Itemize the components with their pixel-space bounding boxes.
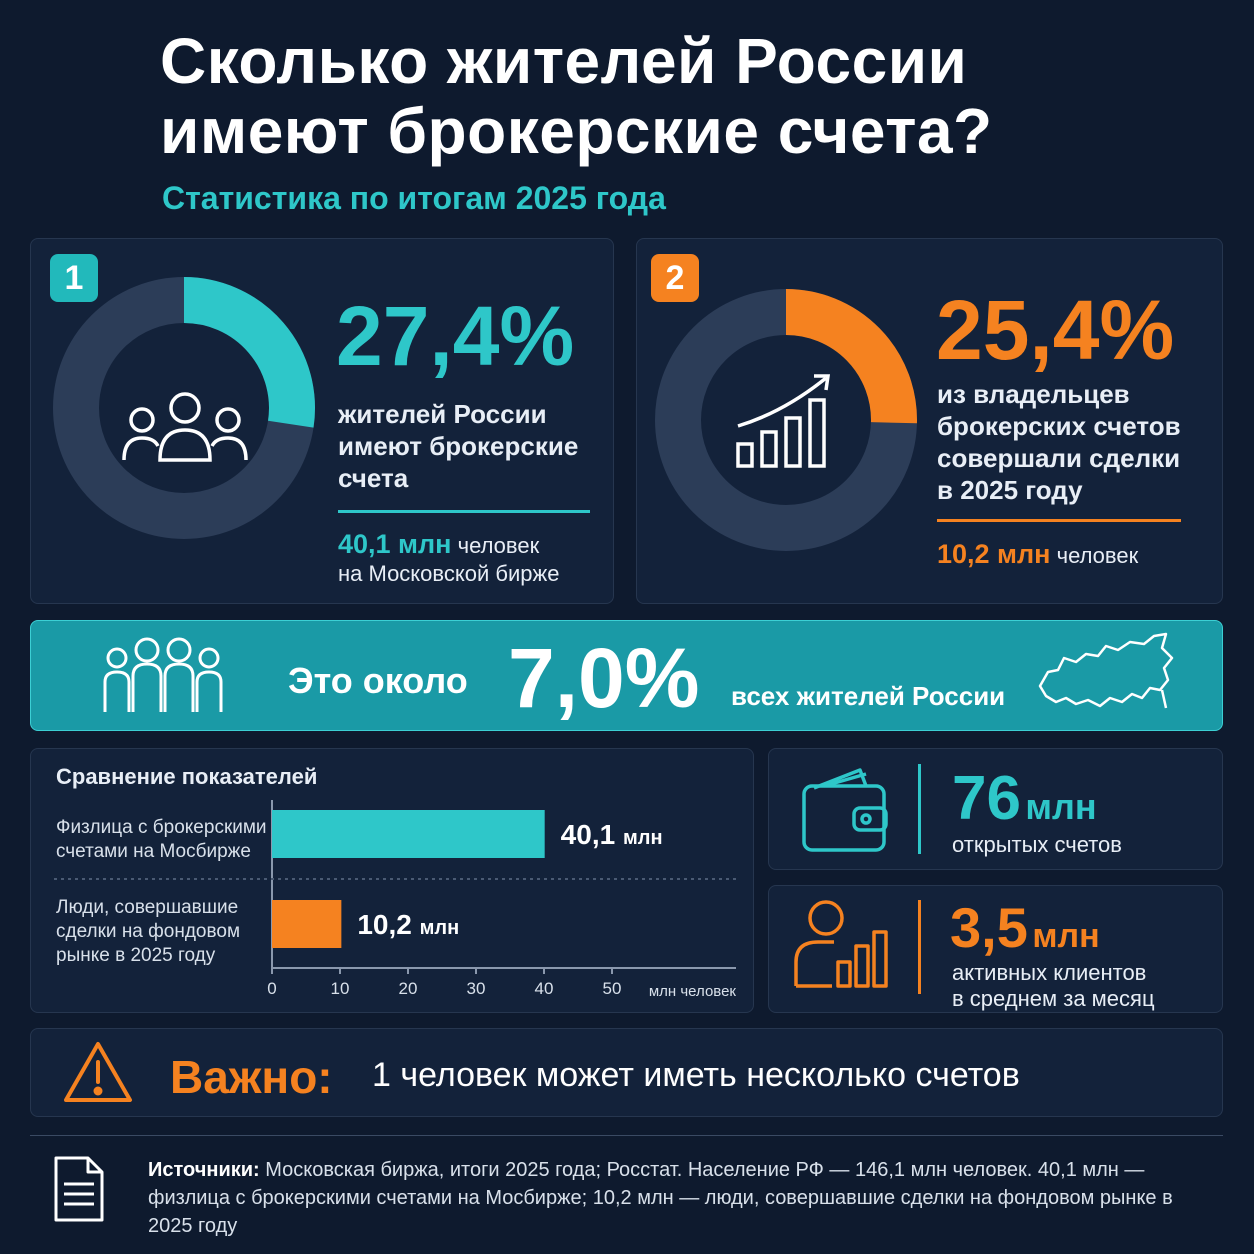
stat-2-label: активных клиентов в среднем за месяц (952, 960, 1155, 1012)
bar (272, 900, 342, 948)
population-share-banner (30, 620, 1223, 731)
page-subtitle: Статистика по итогам 2025 года (162, 180, 666, 216)
stat-1-value: 76 млн (952, 768, 1097, 830)
chart-title: Сравнение показателей (56, 764, 318, 789)
x-tick-label: 20 (399, 979, 418, 998)
bar (272, 810, 545, 858)
sources-text: Источники: Московская биржа, итоги 2025 … (148, 1156, 1208, 1240)
people-group-icon (122, 392, 248, 462)
category-label-line: сделки на фондовом (56, 921, 241, 942)
bar-value-label: 10,2 млн (357, 909, 459, 940)
stat-2-number: 3,5 (950, 896, 1028, 959)
page-title: Сколько жителей России имеют брокерские … (160, 26, 993, 166)
stat-divider (918, 764, 921, 854)
important-text: 1 человек может иметь несколько счетов (372, 1056, 1020, 1094)
card-1-percent: 27,4% (336, 289, 575, 383)
donut-value-arc (785, 289, 917, 424)
x-tick-label: 0 (267, 979, 276, 998)
category-label-2: Люди, совершавшие сделки на фондовом рын… (56, 896, 240, 968)
card-2-note-rest: человек (1056, 543, 1139, 568)
banner-suffix: всех жителей России (731, 681, 1006, 711)
card-1-note-value: 40,1 млн (338, 529, 452, 559)
crowd-icon (103, 637, 223, 712)
stat-1-label: открытых счетов (952, 832, 1122, 857)
stat-2-label-line: в среднем за месяц (952, 986, 1155, 1011)
x-tick-label: 30 (467, 979, 486, 998)
sources-label: Источники: (148, 1159, 260, 1181)
sources-body: Московская биржа, итоги 2025 года; Росст… (148, 1159, 1173, 1237)
card-2-desc-line: совершали сделки (937, 443, 1181, 473)
sources-divider (30, 1135, 1223, 1136)
card-1-note: 40,1 млн человек на Московской бирже (338, 530, 559, 588)
category-label-line: Физлица с брокерскими (56, 817, 267, 838)
card-2-description: из владельцев брокерских счетов совершал… (937, 378, 1181, 506)
card-2-desc-line: из владельцев (937, 379, 1130, 409)
card-2-desc-line: брокерских счетов (937, 411, 1181, 441)
x-axis-label: млн человек (649, 983, 737, 1000)
bar-value-label: 40,1 млн (561, 819, 663, 850)
card-2-note: 10,2 млн человек (937, 540, 1138, 570)
card-1-donut (53, 277, 315, 539)
x-tick-label: 10 (331, 979, 350, 998)
stat-2-label-line: активных клиентов (952, 960, 1147, 985)
category-label-line: рынке в 2025 году (56, 945, 216, 966)
x-tick-label: 40 (535, 979, 554, 998)
donut-value-arc (183, 277, 315, 428)
warning-icon (64, 1042, 132, 1102)
comparison-bar-chart: 0 10 20 30 40 50 млн человек 40,1 млн 10,2 млн (54, 800, 737, 1000)
x-tick-label: 50 (603, 979, 622, 998)
important-note-card (30, 1028, 1223, 1117)
card-1-desc-line: имеют брокерские (338, 431, 579, 461)
card-2-badge: 2 (651, 254, 699, 302)
card-1-divider (338, 510, 590, 513)
stat-1-unit: млн (1025, 786, 1097, 827)
card-2-note-value: 10,2 млн (937, 539, 1051, 569)
stat-card-active-clients (768, 885, 1223, 1013)
card-1-desc-line: жителей России (338, 399, 547, 429)
title-line-2: имеют брокерские счета? (160, 95, 993, 167)
banner-prefix: Это около (288, 660, 468, 701)
russia-map-icon (1038, 632, 1174, 709)
card-2-donut (655, 289, 917, 551)
category-label-1: Физлица с брокерскими счетами на Мосбирж… (56, 816, 267, 864)
card-2-percent: 25,4% (936, 283, 1175, 377)
card-active-traders (636, 238, 1223, 604)
stat-1-number: 76 (952, 764, 1021, 833)
card-1-note-rest: человек (457, 533, 540, 558)
card-2-desc-line: в 2025 году (937, 475, 1083, 505)
category-label-line: счетами на Мосбирже (56, 841, 251, 862)
banner-percent: 7,0% (508, 631, 700, 725)
card-1-badge: 1 (50, 254, 98, 302)
important-label: Важно: (170, 1051, 333, 1103)
stat-2-unit: млн (1032, 917, 1100, 955)
card-1-desc-line: счета (338, 463, 409, 493)
wallet-icon (802, 768, 888, 852)
title-line-1: Сколько жителей России (160, 25, 968, 97)
category-label-line: Люди, совершавшие (56, 897, 239, 918)
stat-2-value: 3,5 млн (950, 900, 1100, 956)
user-chart-icon (794, 900, 888, 988)
growth-chart-icon (736, 374, 831, 468)
card-2-divider (937, 519, 1181, 522)
document-icon (54, 1156, 104, 1222)
card-1-description: жителей России имеют брокерские счета (338, 398, 578, 494)
stat-divider (918, 900, 921, 994)
card-1-note-line2: на Московской бирже (338, 561, 560, 586)
